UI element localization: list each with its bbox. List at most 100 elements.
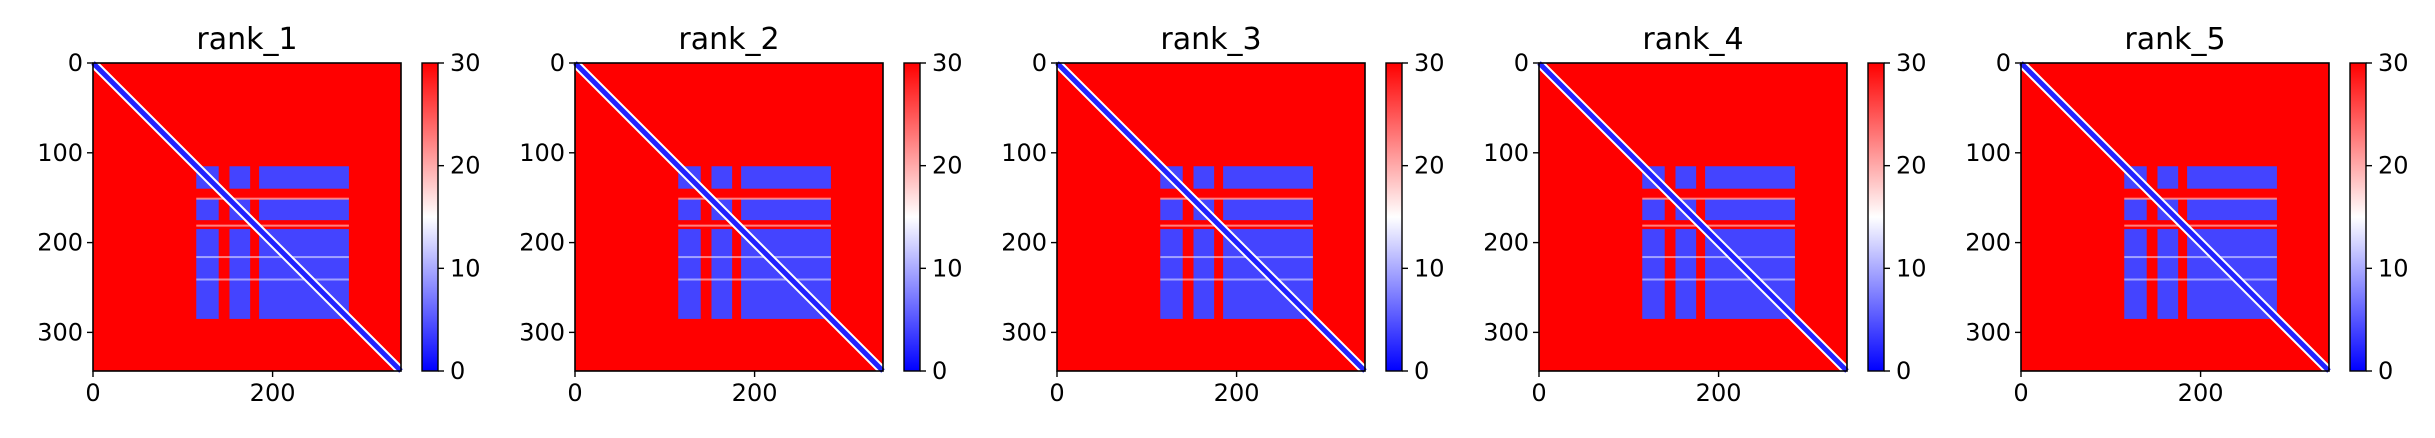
colorbar-tick-label: 10 xyxy=(932,254,963,282)
y-tick-label: 100 xyxy=(37,139,83,167)
y-tick-label: 100 xyxy=(1483,139,1529,167)
y-tick-label: 0 xyxy=(1032,49,1047,77)
colorbar-tick-label: 30 xyxy=(1896,49,1927,77)
heatmap-streak xyxy=(1642,197,1795,200)
y-tick-label: 200 xyxy=(519,229,565,257)
heatmap-block xyxy=(229,166,251,189)
colorbar xyxy=(1867,62,1885,372)
colorbar-tick-label: 10 xyxy=(1896,254,1927,282)
heatmap-block xyxy=(1193,229,1215,319)
heatmap-streak xyxy=(196,224,349,227)
subplot-title: rank_5 xyxy=(2124,22,2225,57)
y-tick-label: 300 xyxy=(37,318,83,346)
heatmap-block xyxy=(196,199,219,221)
subplot-title: rank_3 xyxy=(1160,22,1261,57)
axes-frame xyxy=(574,62,884,372)
colorbar-tick-label: 30 xyxy=(2378,49,2409,77)
heatmap-block xyxy=(2124,229,2147,319)
heatmap-streak xyxy=(1160,197,1313,200)
colorbar-tick-label: 20 xyxy=(1414,152,1445,180)
colorbar-tick-label: 10 xyxy=(2378,254,2409,282)
heatmap-block xyxy=(1642,199,1665,221)
colorbar-tick-label: 10 xyxy=(450,254,481,282)
heatmap-block xyxy=(196,229,219,319)
x-tick-label: 200 xyxy=(2178,379,2224,407)
y-tick-label: 300 xyxy=(519,318,565,346)
x-tick-label: 200 xyxy=(732,379,778,407)
heatmap-streak xyxy=(678,278,831,281)
heatmap-streak xyxy=(2124,224,2277,227)
y-tick-label: 200 xyxy=(1965,229,2011,257)
heatmap-block xyxy=(741,199,831,221)
colorbar xyxy=(2349,62,2367,372)
heatmap-diagonal xyxy=(91,61,403,373)
heatmap-block xyxy=(711,166,733,189)
y-tick-label: 100 xyxy=(1001,139,1047,167)
heatmap-block xyxy=(1642,229,1665,319)
heatmap-block xyxy=(2124,199,2147,221)
colorbar-tick-label: 20 xyxy=(2378,152,2409,180)
heatmap-streak xyxy=(1160,224,1313,227)
colorbar-tick-label: 0 xyxy=(932,357,947,385)
subplot-rank_4: rank_4 0 200 0 100 200 300 0 10 20 30 xyxy=(1483,22,1926,407)
x-tick-label: 0 xyxy=(85,379,100,407)
heatmap-streak xyxy=(196,197,349,200)
y-tick-label: 0 xyxy=(68,49,83,77)
heatmap-block xyxy=(2157,229,2179,319)
heatmap-block xyxy=(678,229,701,319)
y-tick-label: 200 xyxy=(37,229,83,257)
heatmap-diagonal xyxy=(2019,61,2331,373)
colorbar-tick-label: 20 xyxy=(450,152,481,180)
heatmap-block xyxy=(2157,166,2179,189)
heatmap-streak xyxy=(678,197,831,200)
heatmap-streak xyxy=(1642,256,1795,259)
colorbar xyxy=(1385,62,1403,372)
subplot-rank_1: rank_1 0 200 0 100 200 300 0 10 20 30 xyxy=(37,22,480,407)
y-tick-label: 0 xyxy=(1996,49,2011,77)
heatmap-streak xyxy=(678,256,831,259)
subplot-rank_3: rank_3 0 200 0 100 200 300 0 10 20 30 xyxy=(1001,22,1444,407)
y-tick-label: 0 xyxy=(1514,49,1529,77)
heatmap-block xyxy=(259,166,349,189)
heatmap-diagonal xyxy=(1055,61,1367,373)
y-tick-label: 300 xyxy=(1965,318,2011,346)
heatmap-diagonal xyxy=(1537,61,1849,373)
axes-frame xyxy=(2020,62,2330,372)
y-tick-label: 100 xyxy=(1965,139,2011,167)
heatmap-block xyxy=(1193,166,1215,189)
subplot-rank_2: rank_2 0 200 0 100 200 300 0 10 20 30 xyxy=(519,22,962,407)
heatmap-block xyxy=(2187,199,2277,221)
colorbar-tick-label: 10 xyxy=(1414,254,1445,282)
x-tick-label: 200 xyxy=(1696,379,1742,407)
heatmap-streak xyxy=(2124,256,2277,259)
heatmap-streak xyxy=(2124,278,2277,281)
x-tick-label: 200 xyxy=(1214,379,1260,407)
heatmap-block xyxy=(1223,199,1313,221)
heatmap-streak xyxy=(1642,224,1795,227)
heatmap-streak xyxy=(1160,278,1313,281)
colorbar xyxy=(903,62,921,372)
heatmap-block xyxy=(1705,199,1795,221)
y-tick-label: 100 xyxy=(519,139,565,167)
heatmap-block xyxy=(1160,199,1183,221)
colorbar-tick-label: 30 xyxy=(932,49,963,77)
colorbar-tick-label: 0 xyxy=(1414,357,1429,385)
colorbar-tick-label: 0 xyxy=(1896,357,1911,385)
heatmap-streak xyxy=(678,224,831,227)
y-tick-label: 300 xyxy=(1483,318,1529,346)
heatmap-block xyxy=(711,229,733,319)
axes-frame xyxy=(1056,62,1366,372)
x-tick-label: 0 xyxy=(567,379,582,407)
heatmap-block xyxy=(1705,166,1795,189)
x-tick-label: 200 xyxy=(250,379,296,407)
heatmap-streak xyxy=(196,278,349,281)
heatmap-block xyxy=(259,199,349,221)
heatmap-streak xyxy=(1160,256,1313,259)
heatmap-streak xyxy=(1642,278,1795,281)
subplot-title: rank_1 xyxy=(196,22,297,57)
colorbar-tick-label: 20 xyxy=(1896,152,1927,180)
colorbar-tick-label: 30 xyxy=(450,49,481,77)
axes-frame xyxy=(92,62,402,372)
heatmap-block xyxy=(1160,229,1183,319)
